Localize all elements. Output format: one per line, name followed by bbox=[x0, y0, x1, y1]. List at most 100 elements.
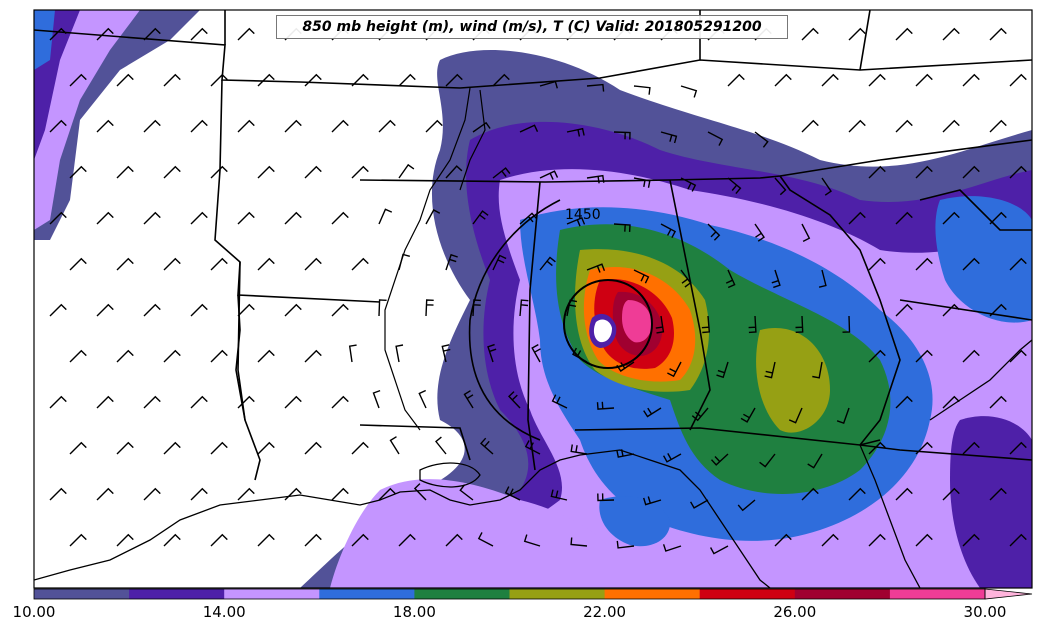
wind-barb bbox=[748, 315, 757, 334]
shade-olive-patch bbox=[756, 328, 830, 433]
wind-barb bbox=[539, 170, 559, 180]
wind-barb bbox=[257, 73, 275, 87]
wind-barb bbox=[1009, 257, 1027, 271]
wind-barb bbox=[284, 119, 302, 133]
wind-barb bbox=[304, 165, 322, 179]
wind-barb bbox=[49, 303, 67, 317]
wind-barb bbox=[691, 407, 709, 422]
wind-barb bbox=[519, 212, 538, 225]
wind-barb bbox=[445, 73, 463, 87]
wind-barb bbox=[378, 299, 387, 317]
boundary-line bbox=[919, 189, 1032, 231]
wind-barb bbox=[633, 269, 650, 284]
wind-barb bbox=[398, 163, 415, 179]
wind-barb bbox=[774, 533, 792, 547]
wind-barb bbox=[441, 344, 451, 363]
boundary-line bbox=[214, 79, 381, 303]
wind-barb bbox=[662, 544, 682, 552]
storm-eye bbox=[593, 319, 612, 343]
wind-barb bbox=[378, 119, 396, 133]
wind-barb bbox=[237, 119, 255, 133]
wind-barb bbox=[821, 533, 839, 547]
wind-barb bbox=[210, 165, 228, 179]
map-frame bbox=[33, 9, 1033, 589]
wind-barb bbox=[836, 407, 850, 424]
wind-barb bbox=[710, 453, 729, 466]
wind-barb bbox=[69, 73, 87, 87]
wind-barb bbox=[942, 119, 960, 133]
wind-barb bbox=[425, 119, 443, 133]
wind-barb bbox=[425, 209, 441, 225]
wind-barb bbox=[1009, 441, 1027, 455]
wind-barb bbox=[304, 73, 322, 87]
colorbar-segment bbox=[604, 589, 701, 599]
colorbar-tick-label: 18.00 bbox=[392, 603, 436, 621]
wind-barb bbox=[616, 540, 635, 549]
wind-barb bbox=[163, 73, 181, 87]
wind-barb bbox=[480, 437, 494, 455]
wind-barb bbox=[633, 85, 651, 95]
wind-barb bbox=[895, 211, 913, 225]
shade-top-left-violet bbox=[34, 10, 140, 230]
wind-barb bbox=[643, 407, 662, 418]
colorbar-segment bbox=[224, 589, 320, 599]
wind-barb bbox=[523, 534, 541, 547]
wind-barb bbox=[425, 299, 434, 317]
wind-barb bbox=[49, 487, 67, 501]
wind-barb bbox=[942, 487, 960, 501]
colorbar-segment bbox=[319, 589, 415, 599]
wind-barb bbox=[942, 211, 960, 225]
wind-barb bbox=[69, 441, 87, 455]
wind-barb bbox=[566, 127, 585, 137]
wind-barb bbox=[116, 73, 134, 87]
wind-barb bbox=[655, 315, 665, 334]
colorbar-tick-label: 30.00 bbox=[963, 603, 1007, 621]
height-contour bbox=[468, 199, 561, 441]
boundary-line bbox=[574, 427, 881, 446]
wind-barb bbox=[304, 533, 322, 547]
wind-barb bbox=[727, 177, 742, 195]
wind-barb bbox=[660, 131, 678, 144]
wind-barb bbox=[596, 401, 615, 410]
wind-barb bbox=[597, 493, 615, 502]
wind-barb bbox=[667, 361, 682, 378]
colorbar-outline bbox=[33, 588, 986, 600]
wind-barb bbox=[459, 484, 474, 501]
wind-barb bbox=[389, 436, 400, 455]
wind-barb bbox=[962, 257, 980, 271]
wind-barb bbox=[378, 487, 396, 501]
wind-barb bbox=[372, 389, 381, 409]
wind-barb bbox=[96, 211, 114, 225]
wind-barb bbox=[725, 269, 736, 289]
wind-barb bbox=[143, 211, 161, 225]
wind-barb bbox=[586, 174, 605, 184]
wind-barb bbox=[304, 441, 322, 455]
boundary-line bbox=[669, 159, 881, 181]
wind-barb bbox=[492, 73, 510, 87]
wind-barb bbox=[895, 395, 913, 409]
wind-barb bbox=[96, 119, 114, 133]
boundary-line bbox=[359, 179, 671, 183]
wind-speed-shading bbox=[34, 10, 1032, 588]
wind-barb bbox=[570, 444, 588, 455]
wind-barb bbox=[445, 165, 463, 179]
wind-barb bbox=[351, 533, 369, 547]
shade-pink-core bbox=[622, 300, 652, 343]
wind-barb bbox=[795, 315, 804, 333]
wind-barb bbox=[1009, 73, 1027, 87]
wind-barb bbox=[868, 533, 886, 547]
wind-barb bbox=[348, 344, 357, 363]
wind-barb bbox=[472, 121, 491, 133]
wind-barb bbox=[848, 119, 866, 133]
wind-barb bbox=[304, 349, 322, 363]
wind-barb bbox=[1009, 165, 1027, 179]
wind-barb bbox=[69, 165, 87, 179]
wind-barb bbox=[445, 533, 463, 547]
wind-barb bbox=[807, 453, 823, 469]
wind-barb bbox=[707, 223, 721, 241]
wind-barb bbox=[915, 257, 933, 271]
wind-barb bbox=[116, 533, 134, 547]
wind-barb bbox=[942, 303, 960, 317]
wind-barb bbox=[331, 303, 349, 317]
